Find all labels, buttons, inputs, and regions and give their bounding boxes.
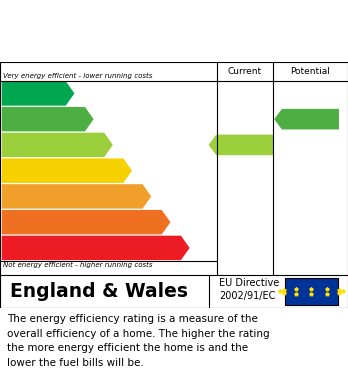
Text: Current: Current [228,67,262,76]
Text: The energy efficiency rating is a measure of the
overall efficiency of a home. T: The energy efficiency rating is a measur… [7,314,270,368]
Text: G: G [181,241,192,255]
Text: D: D [123,164,134,178]
Polygon shape [274,109,339,129]
Text: F: F [162,215,172,229]
Text: (21-38): (21-38) [6,219,32,226]
Text: C: C [104,138,114,152]
Text: Very energy efficient - lower running costs: Very energy efficient - lower running co… [3,74,153,79]
Polygon shape [2,81,74,106]
Text: A: A [65,86,76,100]
Polygon shape [2,236,190,260]
Text: (81-91): (81-91) [6,116,32,122]
Text: 71: 71 [238,138,255,151]
Text: England & Wales: England & Wales [10,282,188,301]
Text: B: B [85,112,95,126]
Text: 85: 85 [303,113,321,126]
Text: (1-20): (1-20) [6,245,27,251]
Bar [285,278,338,305]
Polygon shape [2,107,94,131]
Text: Energy Efficiency Rating: Energy Efficiency Rating [10,23,232,39]
Text: (92-100): (92-100) [6,90,36,97]
Text: Not energy efficient - higher running costs: Not energy efficient - higher running co… [3,262,153,268]
Polygon shape [2,158,132,183]
Text: EU Directive
2002/91/EC: EU Directive 2002/91/EC [219,278,279,301]
Text: Potential: Potential [291,67,330,76]
Polygon shape [209,135,274,155]
Text: (69-80): (69-80) [6,142,32,148]
Text: (55-68): (55-68) [6,167,32,174]
Polygon shape [2,210,171,235]
Text: (39-54): (39-54) [6,193,32,200]
Polygon shape [2,133,113,157]
Polygon shape [2,184,151,209]
Text: E: E [143,189,152,203]
